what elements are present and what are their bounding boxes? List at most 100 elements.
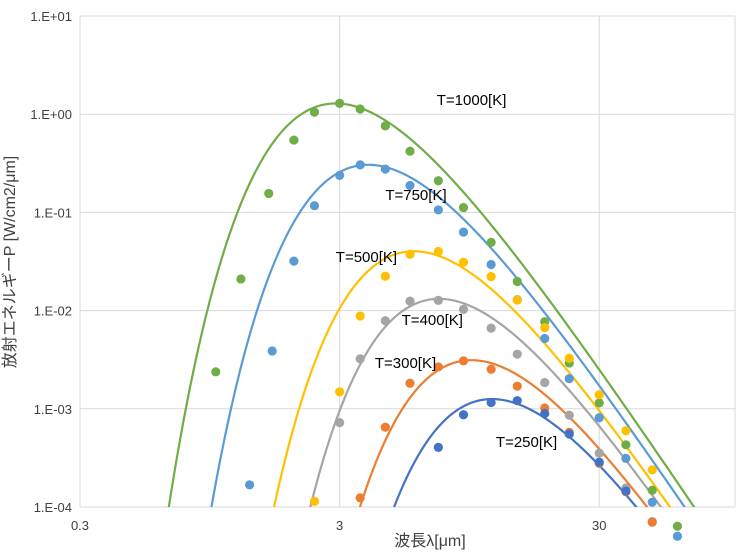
plot-area <box>80 16 735 507</box>
data-point <box>486 364 496 374</box>
data-point <box>236 274 246 284</box>
x-axis-title: 波長λ[μm] <box>394 532 465 550</box>
data-point <box>309 107 320 117</box>
series-line <box>272 250 672 507</box>
data-point <box>594 398 604 408</box>
data-point <box>433 246 443 257</box>
x-tick-label: 3 <box>336 518 343 533</box>
series-label: T=400[K] <box>402 312 463 329</box>
series-label: T=300[K] <box>375 355 436 372</box>
data-point <box>289 256 299 266</box>
tick-labels: 1.E-04 1.E-03 1.E-02 1.E-01 1.E+00 1.E+01 0.3 3… <box>30 9 606 533</box>
data-point <box>355 354 365 364</box>
y-tick-label: 1.E+00 <box>30 107 72 122</box>
y-tick-label: 1.E-04 <box>34 500 72 515</box>
data-point <box>512 381 522 391</box>
data-point <box>540 323 550 333</box>
data-point <box>405 296 415 306</box>
data-point <box>309 201 320 211</box>
data-point <box>594 390 604 400</box>
data-point <box>380 164 390 174</box>
data-point <box>564 429 574 439</box>
data-point <box>289 135 299 145</box>
data-point <box>355 311 365 321</box>
data-point <box>380 121 390 131</box>
data-point <box>355 160 365 170</box>
series-label: T=750[K] <box>385 187 446 204</box>
data-point <box>355 493 365 503</box>
data-point <box>540 333 550 344</box>
data-point <box>380 422 390 432</box>
series-curves <box>167 102 696 507</box>
data-point <box>540 408 550 419</box>
data-point <box>211 367 221 377</box>
data-point <box>512 396 522 406</box>
series-label: T=1000[K] <box>437 92 507 109</box>
data-point <box>433 205 443 215</box>
data-point <box>309 496 320 507</box>
x-tick-label: 30 <box>592 518 606 533</box>
data-point <box>512 276 522 287</box>
data-point <box>486 323 496 333</box>
data-point <box>335 170 345 181</box>
data-point <box>486 259 496 270</box>
data-point <box>564 353 574 363</box>
data-point <box>540 377 550 388</box>
series-line <box>309 297 663 507</box>
data-point <box>621 440 631 450</box>
series-line <box>358 359 649 507</box>
y-tick-label: 1.E-02 <box>34 304 72 319</box>
data-point <box>433 176 443 186</box>
series-line <box>210 163 686 507</box>
data-point <box>647 485 657 495</box>
data-point <box>244 480 255 490</box>
data-point <box>647 497 657 507</box>
data-point <box>405 249 415 259</box>
data-point <box>335 387 345 397</box>
data-point <box>672 521 683 531</box>
data-point <box>405 146 415 156</box>
series-label: T=500[K] <box>336 249 397 266</box>
data-point <box>594 457 604 467</box>
data-point <box>458 356 469 366</box>
data-point <box>486 397 496 408</box>
data-point <box>335 98 345 108</box>
data-point <box>647 517 657 527</box>
series-line <box>167 102 696 507</box>
data-point <box>355 104 365 114</box>
data-point <box>564 410 574 420</box>
data-point <box>405 180 415 191</box>
grid <box>79 15 736 508</box>
data-point <box>335 417 345 428</box>
data-point <box>264 188 274 199</box>
data-point <box>433 442 443 452</box>
series-annotations: T=1000[K] T=750[K] T=500[K] T=400[K] T=300[K… <box>336 92 557 451</box>
data-point <box>458 257 469 267</box>
data-point <box>621 426 631 436</box>
data-point <box>267 346 277 356</box>
data-point <box>621 486 631 496</box>
data-point <box>380 316 390 326</box>
data-point <box>458 227 469 237</box>
series-label: T=250[K] <box>496 434 557 451</box>
data-point <box>564 374 574 384</box>
data-point <box>458 304 469 314</box>
data-point <box>512 295 522 305</box>
data-point <box>458 202 469 213</box>
y-tick-label: 1.E+01 <box>30 9 72 24</box>
data-point <box>433 295 443 306</box>
data-point <box>621 453 631 463</box>
y-axis-title: 放射エネルギーP [W/cm2/μm] <box>1 156 19 369</box>
data-point <box>458 410 469 420</box>
series-markers <box>211 98 683 541</box>
data-point <box>380 271 390 281</box>
data-point <box>594 448 604 458</box>
y-tick-label: 1.E-01 <box>34 205 72 220</box>
x-tick-label: 0.3 <box>71 518 89 533</box>
data-point <box>594 413 604 423</box>
data-point <box>405 378 415 388</box>
data-point <box>672 531 683 541</box>
y-tick-label: 1.E-03 <box>34 402 72 417</box>
data-point <box>486 237 496 247</box>
